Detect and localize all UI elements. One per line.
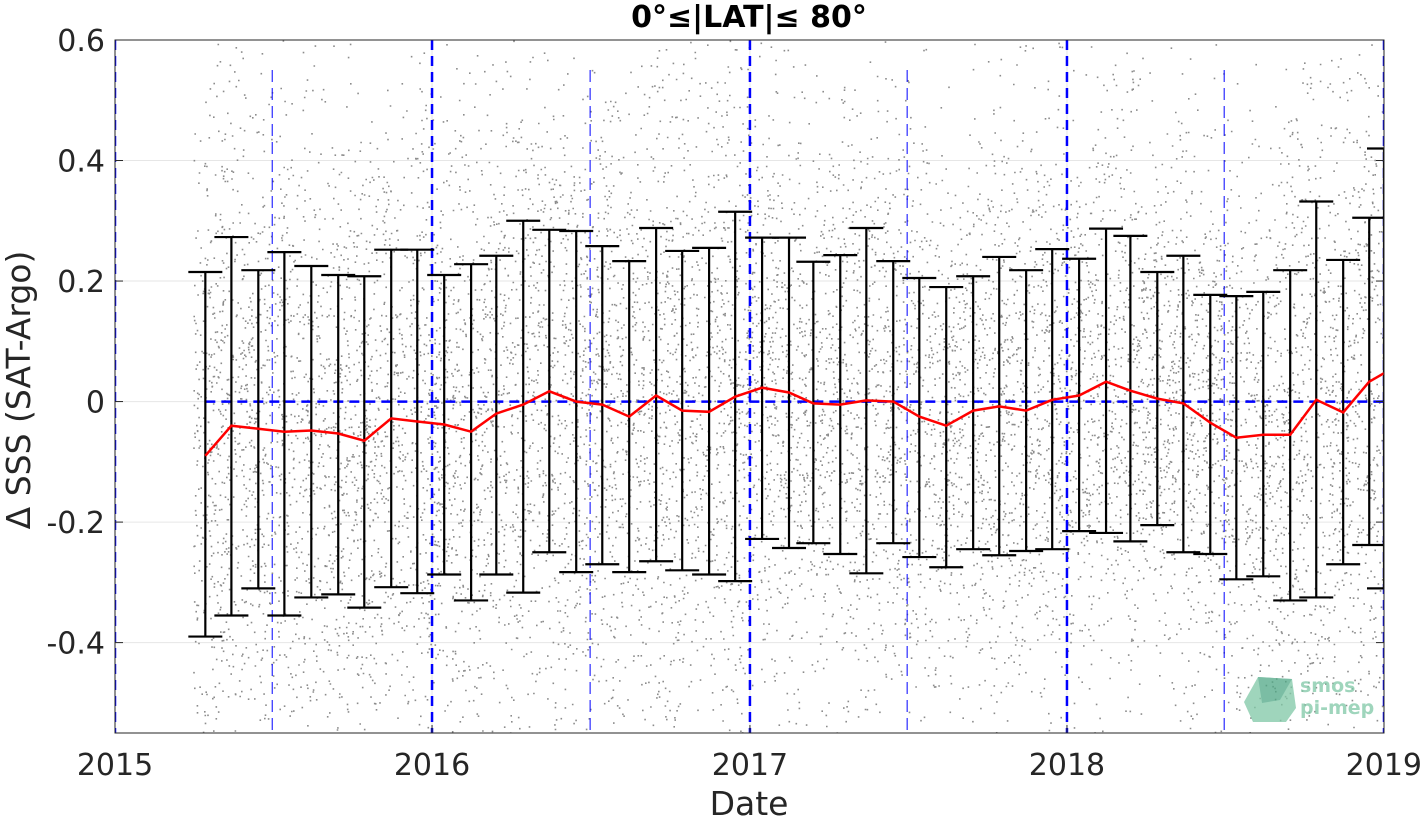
x-tick-label: 2017 [712,748,788,783]
y-tick-label: 0 [86,386,105,421]
x-tick-label: 2019 [1346,748,1422,783]
x-tick-label: 2018 [1029,748,1105,783]
error-bar [1367,147,1384,590]
y-tick-label: 0.2 [57,265,105,300]
error-bar [267,251,302,617]
x-axis-title: Date [710,784,789,819]
error-bar [1193,293,1228,556]
y-tick-label: -0.4 [46,627,105,662]
y-tick-label: 0.6 [57,24,105,59]
error-bar [956,275,991,551]
x-tick-label: 2015 [77,748,153,783]
mean-line-group [204,372,1384,457]
error-bar [929,285,964,569]
chart-title: 0°≤|LAT|≤ 80° [631,0,867,35]
mean-line [204,372,1384,457]
y-axis-title: Δ SSS (SAT-Argo) [0,251,38,530]
watermark-line1: smos [1300,675,1355,697]
logo-shape-accent [1258,677,1292,703]
y-tick-label: -0.2 [46,506,105,541]
error-bar [1113,234,1148,543]
y-tick-label: 0.4 [57,145,105,180]
error-bar [506,219,541,594]
watermark-line2: pi-mep [1300,697,1374,719]
reference-lines [115,40,1384,733]
x-tick-label: 2016 [394,748,470,783]
axis-ticks [114,39,1385,733]
pi-mep-watermark: smos pi-mep [1244,675,1374,722]
